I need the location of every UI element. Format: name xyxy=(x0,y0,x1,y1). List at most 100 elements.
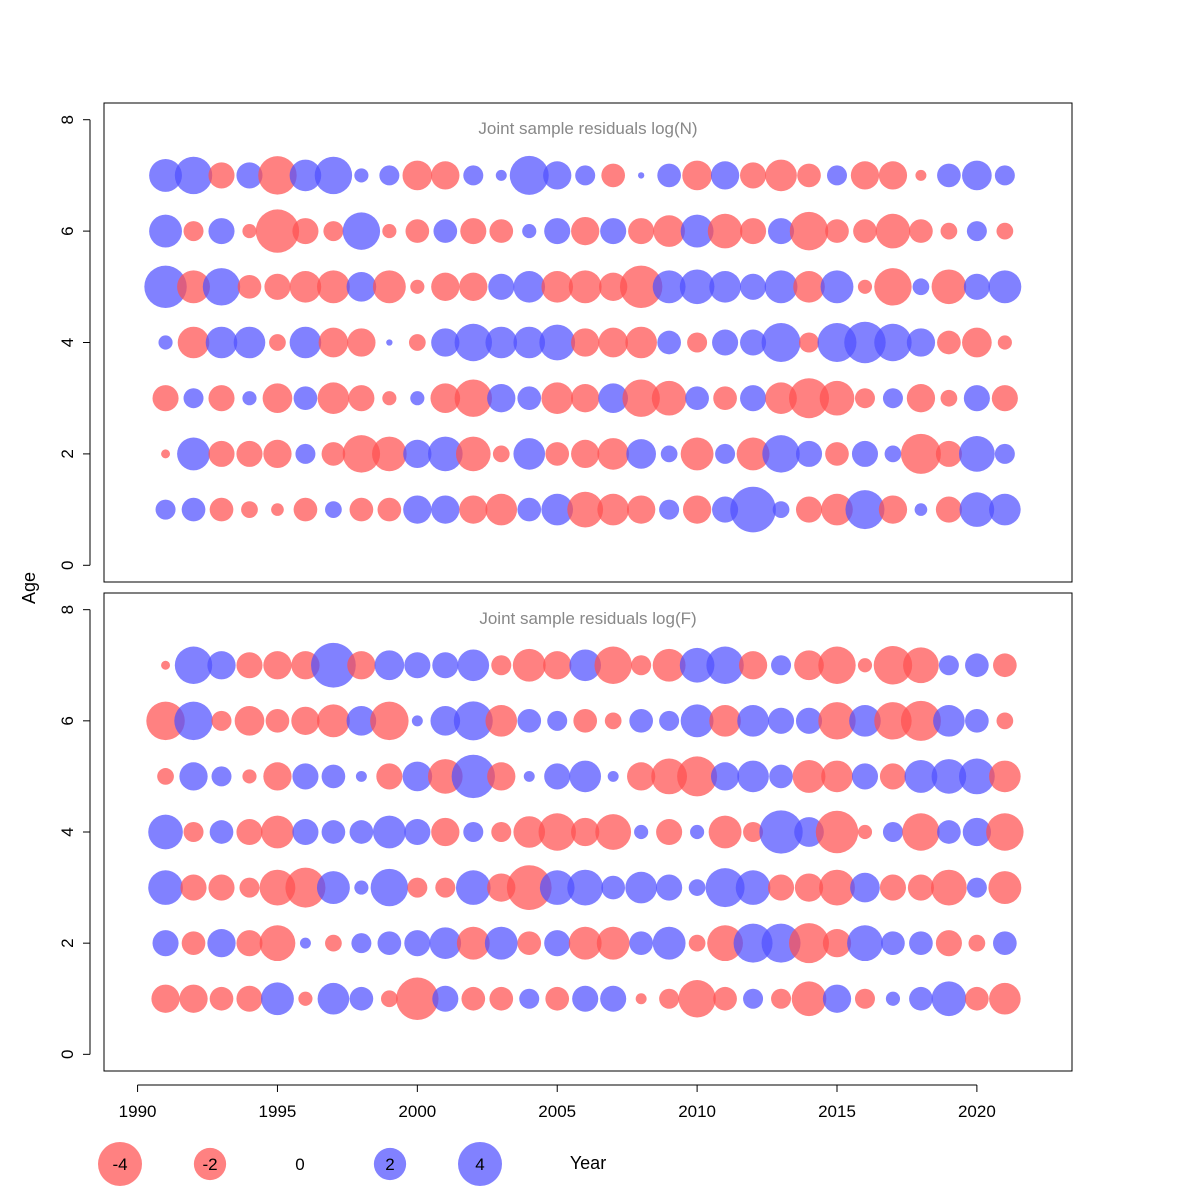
residual-bubble xyxy=(146,701,185,741)
residual-bubble xyxy=(793,270,825,303)
residual-bubble xyxy=(152,385,179,412)
residual-bubble xyxy=(410,279,425,294)
panel-2: Joint sample residuals log(F) 0 2 4 6 8 xyxy=(58,592,1073,1072)
residual-bubble xyxy=(295,443,316,464)
residual-bubble xyxy=(937,820,961,844)
residual-bubble xyxy=(457,649,490,682)
residual-bubble xyxy=(491,822,512,842)
residual-bubble xyxy=(740,273,767,300)
residual-bubble xyxy=(878,161,908,190)
residual-bubble xyxy=(677,756,718,797)
residual-bubble xyxy=(963,273,990,300)
residual-bubble xyxy=(539,870,575,905)
residual-bubble xyxy=(433,219,458,243)
residual-bubble xyxy=(653,215,685,247)
legend: -4 -2 0 2 4 Year xyxy=(98,1142,606,1186)
residual-bubble xyxy=(657,163,681,188)
residual-bubble xyxy=(759,810,803,854)
residual-bubble xyxy=(656,818,683,846)
residual-bubble xyxy=(850,872,880,903)
residual-bubble xyxy=(149,214,182,248)
residual-bubble xyxy=(405,219,430,243)
residual-bubble xyxy=(635,993,647,1005)
residual-bubble xyxy=(522,224,537,239)
y-tick-label: 2 xyxy=(58,449,77,458)
residual-bubble xyxy=(407,877,428,898)
residual-bubble xyxy=(485,705,518,737)
residual-bubble xyxy=(259,869,296,906)
residual-bubble xyxy=(628,218,655,245)
residual-bubble xyxy=(931,981,967,1017)
residual-bubble xyxy=(874,702,912,740)
residual-bubble xyxy=(259,925,296,962)
residual-bubble xyxy=(900,700,941,741)
x-tick-label: 2020 xyxy=(958,1102,996,1121)
residual-bubble xyxy=(402,160,433,191)
residual-bubble xyxy=(909,931,933,955)
residual-bubble xyxy=(404,652,431,679)
residual-bubble xyxy=(738,651,768,680)
residual-bubble xyxy=(568,270,602,304)
residual-bubble xyxy=(541,270,574,303)
residual-bubble xyxy=(958,758,995,795)
residual-bubble xyxy=(857,279,873,294)
residual-bubble xyxy=(660,445,678,463)
y-tick-label: 6 xyxy=(58,226,77,235)
residual-bubble xyxy=(792,759,826,793)
residual-bubble xyxy=(289,270,322,303)
panel-1: Joint sample residuals log(N) 0 2 4 6 8 xyxy=(58,102,1073,583)
residual-bubble xyxy=(161,660,171,670)
residual-bubble xyxy=(962,817,992,847)
residual-bubble xyxy=(989,982,1021,1015)
residual-bubble xyxy=(293,386,318,411)
residual-bubble xyxy=(651,380,687,416)
residual-bubble xyxy=(292,763,319,790)
residual-bubble xyxy=(209,820,234,844)
residual-bubble xyxy=(179,762,208,791)
residual-bubble xyxy=(712,329,739,356)
residual-bubble xyxy=(854,388,875,409)
residual-bubble xyxy=(298,991,313,1006)
residual-bubble xyxy=(709,705,741,737)
residual-bubble xyxy=(937,163,961,188)
residual-bubble xyxy=(181,931,206,955)
residual-bubble xyxy=(174,156,213,195)
residual-bubble xyxy=(885,991,901,1006)
residual-bubble xyxy=(432,985,459,1012)
residual-bubble xyxy=(935,496,962,523)
residual-bubble xyxy=(884,445,902,463)
residual-bubble xyxy=(659,710,680,731)
residual-bubble xyxy=(878,495,908,524)
residual-bubble xyxy=(710,762,740,791)
residual-bubble xyxy=(152,930,179,957)
residual-bubble xyxy=(737,760,769,793)
x-axis: 1990 1995 2000 2005 2010 2015 2020 xyxy=(119,1084,996,1121)
residual-bubble xyxy=(453,701,493,741)
residual-bubble xyxy=(820,270,854,304)
residual-bubble xyxy=(484,926,518,960)
residual-bubble xyxy=(903,647,939,684)
residual-bubble xyxy=(299,937,311,949)
x-tick-label: 1995 xyxy=(259,1102,297,1121)
residual-bubble xyxy=(659,499,680,520)
residual-bubble xyxy=(768,874,795,901)
residual-bubble xyxy=(607,770,619,782)
residual-bubble xyxy=(258,156,297,195)
residual-bubble xyxy=(730,486,776,533)
residual-bubble xyxy=(994,443,1015,464)
panel-title: Joint sample residuals log(F) xyxy=(479,609,696,628)
residual-bubble xyxy=(463,165,484,186)
residual-bubble xyxy=(940,389,958,407)
residual-bubble xyxy=(743,988,764,1009)
residual-bubble xyxy=(354,880,369,895)
residual-bubble xyxy=(769,764,793,789)
residual-bubble xyxy=(544,763,571,790)
residual-bubble xyxy=(207,651,236,680)
residual-bubble xyxy=(236,930,263,957)
residual-bubble xyxy=(572,985,599,1012)
residual-bubble xyxy=(461,986,486,1011)
residual-bubble xyxy=(158,335,173,350)
residual-bubble xyxy=(627,495,656,524)
residual-bubble xyxy=(541,493,574,526)
legend-item: -2 xyxy=(193,1147,227,1181)
